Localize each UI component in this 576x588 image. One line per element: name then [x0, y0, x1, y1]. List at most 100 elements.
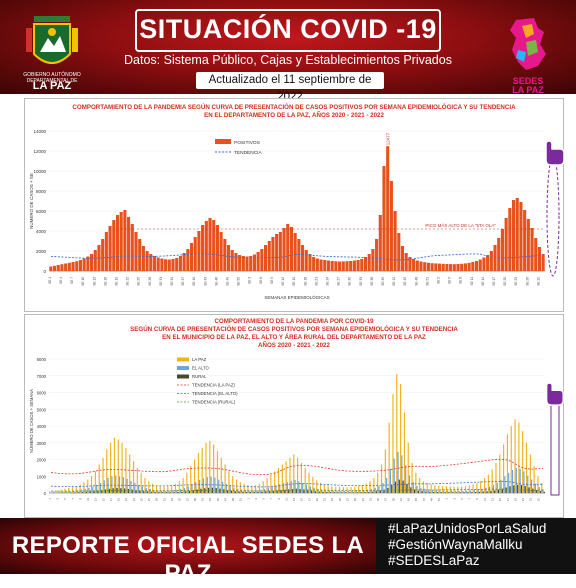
municipality-chart-panel: COMPORTAMIENTO DE LA PANDEMIA POR COVID-…	[24, 314, 564, 518]
bar	[427, 483, 428, 493]
bar	[296, 489, 297, 493]
chart2-title-line2: SEGÚN CURVA DE PRESENTACIÓN DE CASOS POS…	[25, 326, 563, 334]
bar	[242, 256, 245, 271]
bar	[212, 220, 215, 271]
department-chart-panel: COMPORTAMIENTO DE LA PANDEMIA SEGÚN CURV…	[24, 98, 564, 312]
x-tick-label: 15	[498, 498, 502, 502]
chart1-title-line1: COMPORTAMIENTO DE LA PANDEMIA SEGÚN CURV…	[25, 104, 563, 112]
x-tick-label: 27	[346, 498, 350, 502]
bar	[412, 259, 415, 271]
bar	[298, 481, 299, 493]
x-tick-label: SE 21	[314, 277, 318, 286]
bar	[171, 485, 172, 493]
x-tick-label: SE 25	[137, 277, 141, 286]
bar	[81, 490, 82, 493]
bar	[479, 492, 480, 493]
bar	[459, 491, 460, 493]
x-tick-label: 37	[384, 498, 388, 502]
bar	[392, 394, 393, 493]
bar	[534, 238, 537, 271]
bar	[442, 486, 443, 493]
bar	[331, 261, 334, 271]
sedes-logo-text: SEDES LA PAZ	[498, 77, 558, 95]
bar	[195, 482, 196, 493]
bar	[475, 492, 476, 493]
bar	[349, 492, 350, 493]
bar	[260, 249, 263, 271]
bar	[123, 210, 126, 271]
bar	[168, 260, 171, 272]
x-tick-label: SE 4	[59, 277, 63, 284]
bar	[94, 250, 97, 271]
x-tick-label: SE 10	[81, 277, 85, 286]
x-tick-label: SE 46	[214, 277, 218, 286]
y-tick-label: 6000	[36, 209, 47, 214]
bar	[399, 480, 400, 493]
bar	[181, 492, 182, 493]
bar	[386, 146, 389, 271]
bar	[439, 490, 440, 493]
bar	[174, 492, 175, 493]
bar	[302, 483, 303, 493]
x-tick-label: SE 48	[414, 277, 418, 286]
bar	[261, 492, 262, 493]
bar	[400, 384, 401, 493]
bar	[431, 484, 432, 493]
bar	[460, 264, 463, 271]
bar	[186, 249, 189, 271]
x-tick-label: 3	[254, 498, 258, 500]
x-tick-label: 11	[284, 498, 288, 501]
x-tick-label: 45	[414, 498, 418, 502]
bar	[213, 444, 214, 493]
bar	[371, 489, 372, 493]
bar	[201, 225, 204, 271]
x-tick-label: 27	[147, 498, 151, 502]
x-tick-label: 49	[231, 498, 235, 502]
bar	[334, 492, 335, 493]
x-tick-label: SE 29	[536, 277, 540, 286]
bar	[455, 491, 456, 493]
bar	[401, 455, 402, 493]
highlight-ellipse	[547, 156, 559, 276]
y-tick-label: 3000	[37, 441, 47, 446]
bar	[50, 492, 51, 493]
bar	[60, 264, 63, 271]
bar	[152, 484, 153, 493]
bar	[322, 492, 323, 493]
bar	[72, 487, 73, 493]
bar	[335, 487, 336, 493]
x-tick-label: 39	[391, 498, 395, 502]
chart2-title-line3: EN EL MUNICIPIO DE LA PAZ, EL ALTO Y ÁRE…	[25, 334, 563, 342]
x-tick-label: SE 49	[226, 277, 230, 286]
x-tick-label: 19	[117, 498, 121, 502]
bar	[218, 480, 219, 493]
bar	[217, 451, 218, 493]
bar	[445, 264, 448, 271]
bar	[507, 434, 508, 493]
bar	[362, 485, 363, 493]
bar	[222, 482, 223, 493]
x-tick-label: 51	[437, 498, 441, 502]
bar	[102, 458, 103, 493]
bar	[95, 471, 96, 493]
bar	[165, 491, 166, 493]
bar	[479, 260, 482, 272]
legend-label: TENDENCIA (RURAL)	[192, 400, 236, 405]
x-tick-label: SE 8	[459, 277, 463, 284]
bar	[490, 251, 493, 271]
bar	[485, 488, 486, 493]
x-tick-label: SE 19	[114, 277, 118, 286]
x-tick-label: SE 18	[303, 277, 307, 286]
x-tick-label: SE 20	[503, 277, 507, 286]
bar	[72, 262, 75, 271]
bar	[109, 226, 112, 271]
bar	[423, 481, 424, 493]
bar	[147, 491, 148, 493]
bar	[378, 486, 379, 493]
bar	[470, 490, 471, 493]
y-tick-label: 7000	[37, 374, 47, 379]
x-tick-label: 29	[353, 498, 357, 502]
bar	[104, 480, 105, 493]
bar	[342, 492, 343, 493]
